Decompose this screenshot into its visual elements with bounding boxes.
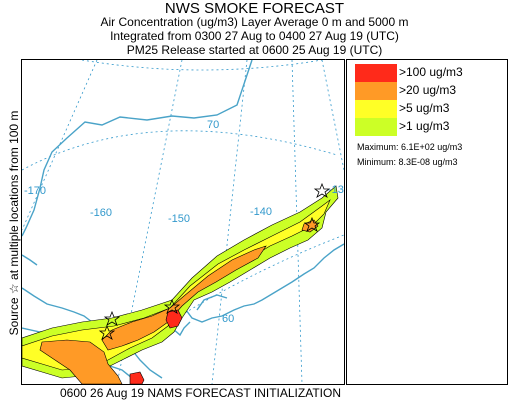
label-lon-140: -140 (250, 206, 272, 218)
label-lon-160: -160 (90, 207, 112, 219)
legend-swatch-20 (355, 82, 397, 100)
plume-level-100 (165, 309, 183, 329)
label-lat-70: 70 (207, 119, 219, 131)
source-star (313, 182, 331, 198)
plume-level-20-south (39, 339, 123, 384)
source-height-label: Source ☆ at multiple locations from 100 … (7, 110, 21, 336)
release-info: PM25 Release started at 0600 25 Aug 19 (… (126, 43, 383, 57)
legend-label-20: >20 ug/m3 (399, 83, 457, 97)
legend-swatch-1 (355, 118, 397, 136)
concentration-description: Air Concentration (ug/m3) Layer Average … (100, 15, 409, 29)
label-lon-130: -130 (328, 184, 344, 196)
legend-label-1: >1 ug/m3 (399, 119, 450, 133)
longitude-140-line (291, 60, 303, 384)
label-lon-150: -150 (168, 213, 190, 225)
smoke-map[interactable]: 70 60 -170 -160 -150 -140 -130 (22, 60, 344, 384)
legend-item-1: >1 ug/m3 (355, 118, 505, 136)
forecast-initialization: 0600 26 Aug 19 NAMS FORECAST INITIALIZAT… (60, 386, 341, 400)
source-star (98, 324, 116, 340)
legend-item-100: >100 ug/m3 (355, 64, 505, 82)
latitude-70-line (22, 130, 338, 171)
maximum-value: Maximum: 6.1E+02 ug/m3 (357, 142, 463, 152)
integration-period: Integrated from 0300 27 Aug to 0400 27 A… (110, 29, 399, 43)
plume-level-100-south (129, 371, 145, 384)
source-star (303, 216, 321, 232)
latitude-60-line (81, 234, 344, 384)
legend-label-100: >100 ug/m3 (399, 65, 463, 79)
longitude-150-line (211, 60, 248, 384)
smoke-plume (22, 185, 339, 384)
legend-label-5: >5 ug/m3 (399, 101, 450, 115)
minimum-value: Minimum: 8.3E-08 ug/m3 (357, 157, 458, 167)
source-markers (98, 182, 331, 340)
coastline (22, 60, 344, 384)
source-star (103, 310, 121, 326)
legend-item-5: >5 ug/m3 (355, 100, 505, 118)
plume-level-20 (101, 245, 267, 351)
forecast-title: NWS SMOKE FORECAST (164, 0, 345, 17)
label-lat-60: 60 (222, 313, 234, 325)
graticule (22, 60, 344, 384)
source-star (163, 298, 181, 314)
latitude-80-line (81, 60, 323, 71)
longitude-130-line (321, 60, 344, 171)
label-lon-170: -170 (24, 185, 46, 197)
legend-item-20: >20 ug/m3 (355, 82, 505, 100)
longitude-170-line (22, 60, 98, 231)
legend-swatch-5 (355, 100, 397, 118)
legend-panel: >100 ug/m3 >20 ug/m3 >5 ug/m3 >1 ug/m3 M… (346, 59, 508, 385)
map-panel[interactable]: 70 60 -170 -160 -150 -140 -130 (21, 59, 345, 385)
legend-swatch-100 (355, 64, 397, 82)
